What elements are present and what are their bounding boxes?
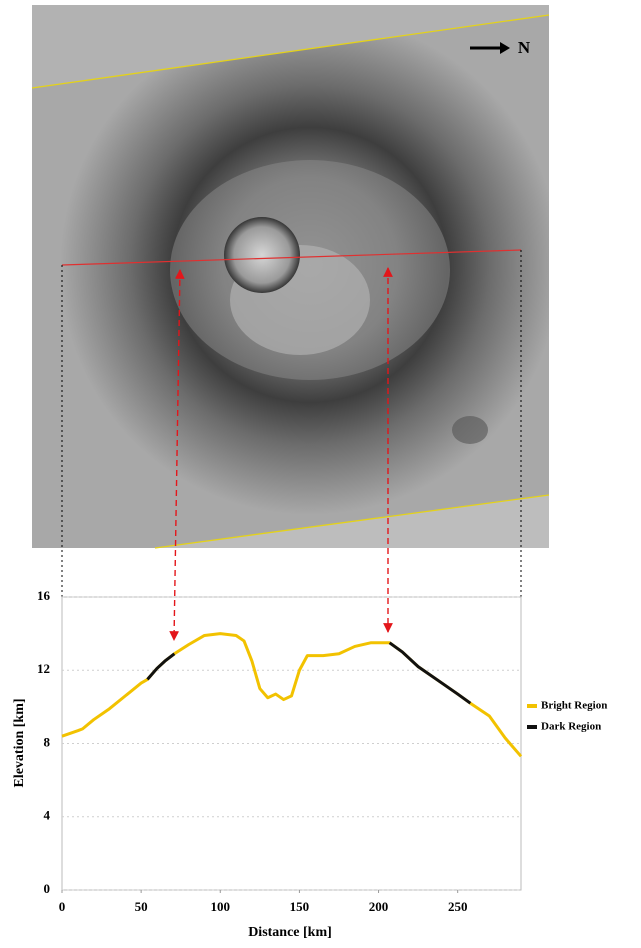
legend-label: Dark Region (541, 721, 601, 733)
figure: N Elevation [km] Distance [km] 0 4 8 12 16 0 5… (0, 0, 641, 943)
y-tick-label: 8 (44, 734, 51, 749)
satellite-image: N (32, 5, 549, 548)
plot: 0 4 8 12 16 0 50 100 150 200 250 Bright Region Dark … (37, 588, 607, 914)
profile-line (390, 643, 471, 703)
x-tick-label: 250 (448, 899, 468, 914)
y-tick-label: 4 (44, 808, 51, 823)
x-tick-label: 50 (135, 899, 148, 914)
profile-line (147, 654, 174, 680)
x-axis-label: Distance [km] (248, 925, 332, 940)
legend-label: Bright Region (541, 700, 607, 712)
north-label: N (518, 38, 531, 57)
y-tick-label: 12 (37, 661, 50, 676)
profile-line (62, 634, 521, 757)
y-axis-label: Elevation [km] (12, 698, 27, 787)
x-tick-label: 0 (59, 899, 66, 914)
x-tick-label: 150 (290, 899, 310, 914)
x-tick-label: 200 (369, 899, 389, 914)
y-tick-label: 16 (37, 588, 51, 603)
y-tick-label: 0 (44, 881, 51, 896)
x-tick-label: 100 (211, 899, 231, 914)
